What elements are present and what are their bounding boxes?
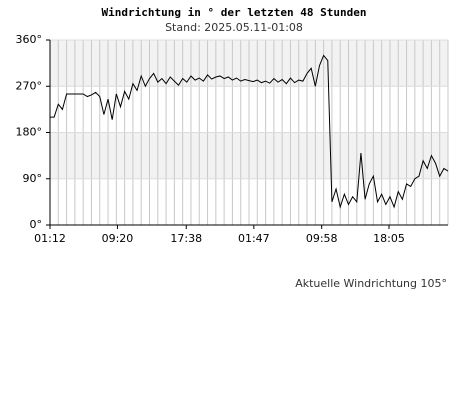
y-tick-label: 90° — [23, 172, 43, 185]
y-tick-label: 180° — [16, 126, 43, 139]
y-tick-label: 0° — [30, 218, 43, 231]
x-tick-label: 09:58 — [306, 232, 338, 245]
x-tick-label: 01:47 — [238, 232, 270, 245]
x-tick-label: 09:20 — [102, 232, 134, 245]
data-line — [50, 54, 449, 209]
chart-title: Windrichtung in ° der letzten 48 Stunden — [102, 6, 367, 19]
x-tick-label: 18:05 — [373, 232, 405, 245]
y-tick-label: 360° — [16, 33, 43, 46]
chart-subtitle: Stand: 2025.05.11-01:08 — [165, 21, 303, 34]
annotation: Aktuelle Windrichtung 105° — [295, 277, 447, 290]
y-tick-label: 270° — [16, 79, 43, 92]
x-tick-label: 01:12 — [34, 232, 66, 245]
x-tick-label: 17:38 — [170, 232, 202, 245]
